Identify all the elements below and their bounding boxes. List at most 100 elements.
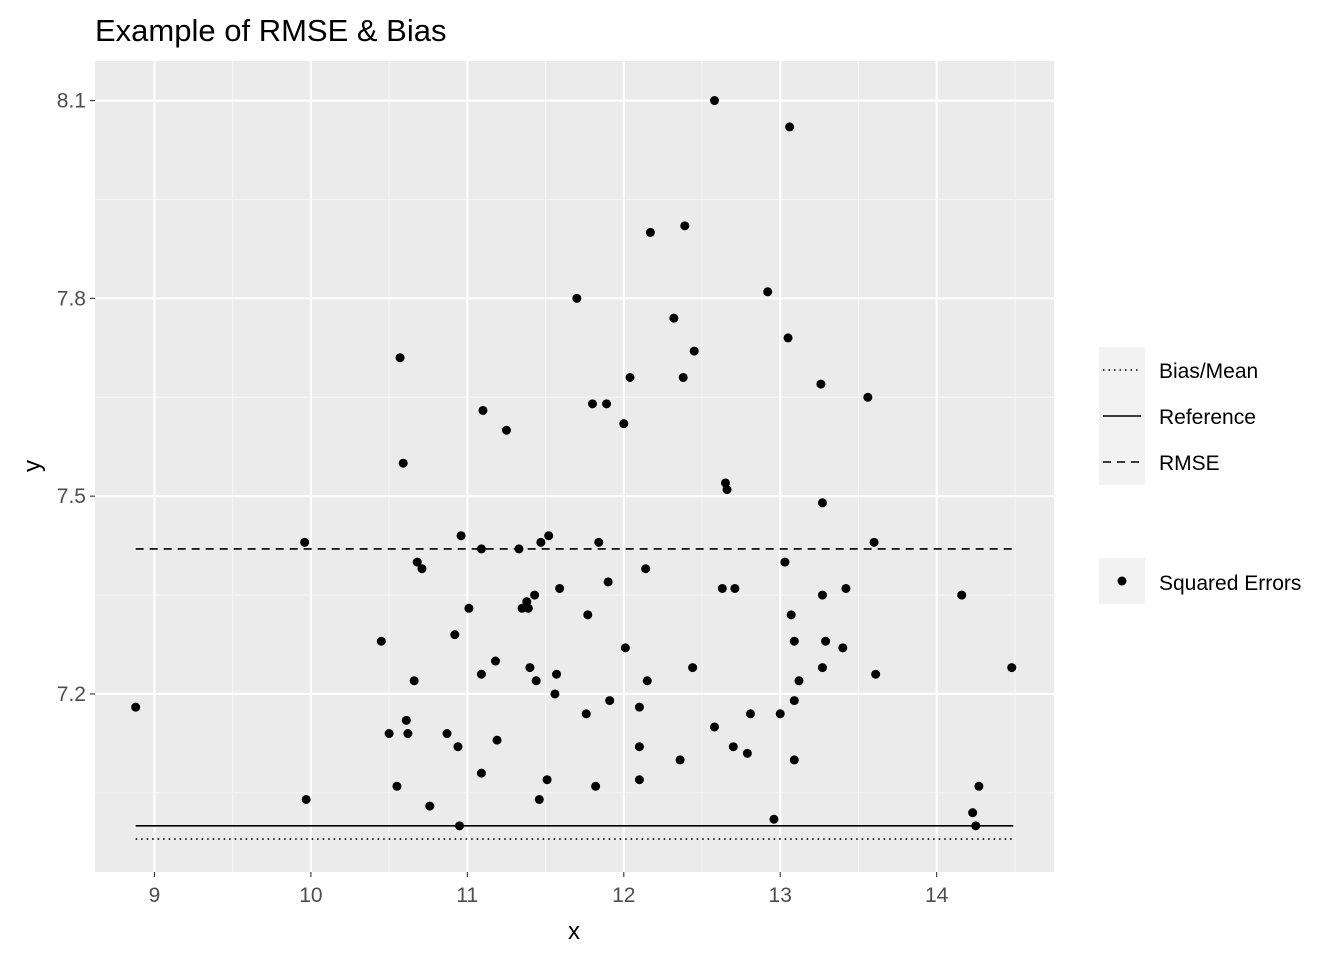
data-point bbox=[300, 537, 310, 547]
data-points bbox=[131, 96, 1017, 831]
data-point bbox=[552, 669, 562, 679]
data-point bbox=[817, 590, 827, 600]
data-point bbox=[789, 636, 799, 646]
x-tick-label: 10 bbox=[299, 884, 322, 907]
data-point bbox=[603, 577, 613, 587]
data-point bbox=[710, 722, 720, 732]
data-point bbox=[957, 590, 967, 600]
data-point bbox=[625, 372, 635, 382]
x-tick-label: 9 bbox=[149, 884, 161, 907]
data-point bbox=[417, 564, 427, 574]
data-point bbox=[395, 353, 405, 363]
data-point bbox=[523, 603, 533, 613]
data-point bbox=[1007, 663, 1017, 673]
chart-title: Example of RMSE & Bias bbox=[95, 13, 446, 48]
legend-label-rmse: RMSE bbox=[1159, 452, 1220, 475]
data-point bbox=[453, 742, 463, 752]
data-point bbox=[863, 392, 873, 402]
legend: Bias/Mean Reference RMSE Squared Errors bbox=[1099, 347, 1301, 604]
data-point bbox=[841, 583, 851, 593]
data-point bbox=[775, 709, 785, 719]
data-point bbox=[769, 814, 779, 824]
data-point bbox=[301, 794, 311, 804]
data-point bbox=[722, 485, 732, 495]
data-point bbox=[464, 603, 474, 613]
x-axis-label: x bbox=[568, 918, 580, 945]
data-point bbox=[398, 458, 408, 468]
data-point bbox=[710, 96, 720, 106]
data-point bbox=[742, 748, 752, 758]
data-point bbox=[534, 794, 544, 804]
data-point bbox=[634, 742, 644, 752]
data-point bbox=[689, 346, 699, 356]
data-point bbox=[531, 676, 541, 686]
plot-panel bbox=[95, 61, 1054, 872]
data-point bbox=[620, 643, 630, 653]
data-point bbox=[412, 557, 422, 567]
data-point bbox=[728, 742, 738, 752]
data-point bbox=[821, 636, 831, 646]
data-point bbox=[591, 781, 601, 791]
data-point bbox=[542, 775, 552, 785]
x-tick-label: 13 bbox=[769, 884, 792, 907]
y-axis-label: y bbox=[19, 460, 46, 472]
data-point bbox=[384, 729, 394, 739]
data-point bbox=[536, 537, 546, 547]
data-point bbox=[871, 669, 881, 679]
data-point bbox=[717, 583, 727, 593]
data-point bbox=[581, 709, 591, 719]
data-point bbox=[645, 227, 655, 237]
data-point bbox=[442, 729, 452, 739]
data-point bbox=[780, 557, 790, 567]
grid-lines bbox=[95, 61, 1054, 872]
data-point bbox=[642, 676, 652, 686]
x-axis-ticks: 9 10 11 12 13 14 bbox=[149, 872, 949, 907]
data-point bbox=[555, 583, 565, 593]
data-point bbox=[450, 630, 460, 640]
data-point bbox=[476, 768, 486, 778]
data-point bbox=[594, 537, 604, 547]
legend-label-squared-errors: Squared Errors bbox=[1159, 572, 1301, 595]
data-point bbox=[745, 709, 755, 719]
y-tick-label: 7.5 bbox=[57, 485, 86, 508]
data-point bbox=[602, 399, 612, 409]
data-point bbox=[794, 676, 804, 686]
y-tick-label: 7.8 bbox=[57, 287, 86, 310]
data-point bbox=[838, 643, 848, 653]
legend-key-squared-errors bbox=[1117, 576, 1127, 586]
data-point bbox=[974, 781, 984, 791]
data-point bbox=[401, 715, 411, 725]
data-point bbox=[971, 821, 981, 831]
data-point bbox=[476, 544, 486, 554]
x-tick-label: 12 bbox=[612, 884, 635, 907]
data-point bbox=[425, 801, 435, 811]
data-point bbox=[634, 702, 644, 712]
y-axis-ticks: 7.2 7.5 7.8 8.1 bbox=[57, 90, 95, 706]
data-point bbox=[783, 333, 793, 343]
data-point bbox=[641, 564, 651, 574]
data-point bbox=[789, 755, 799, 765]
data-point bbox=[376, 636, 386, 646]
data-point bbox=[478, 405, 488, 415]
data-point bbox=[680, 221, 690, 231]
data-point bbox=[619, 419, 629, 429]
data-point bbox=[403, 729, 413, 739]
data-point bbox=[501, 425, 511, 435]
data-point bbox=[514, 544, 524, 554]
data-point bbox=[544, 531, 554, 541]
data-point bbox=[869, 537, 879, 547]
reference-lines bbox=[135, 548, 1014, 840]
data-point bbox=[763, 287, 773, 297]
legend-label-reference: Reference bbox=[1159, 406, 1256, 429]
data-point bbox=[525, 663, 535, 673]
data-point bbox=[517, 603, 527, 613]
data-point bbox=[669, 313, 679, 323]
data-point bbox=[785, 122, 795, 132]
data-point bbox=[409, 676, 419, 686]
data-point bbox=[492, 735, 502, 745]
data-point bbox=[456, 531, 466, 541]
data-point bbox=[634, 775, 644, 785]
data-point bbox=[789, 696, 799, 706]
data-point bbox=[587, 399, 597, 409]
data-point bbox=[550, 689, 560, 699]
